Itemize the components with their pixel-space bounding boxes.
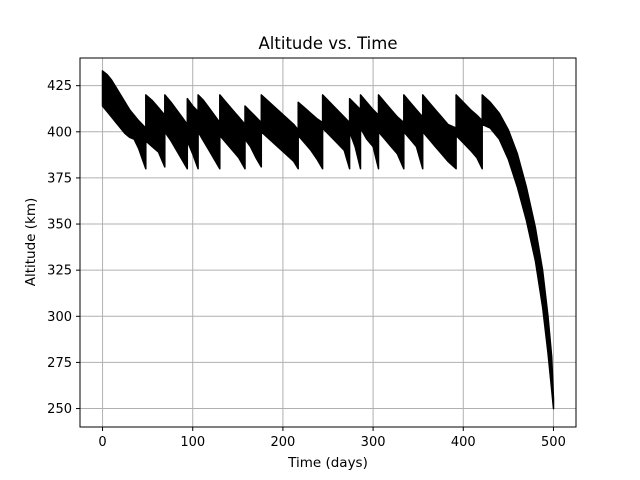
chart-title: Altitude vs. Time <box>259 34 398 53</box>
y-tick-label: 250 <box>47 402 72 417</box>
x-tick-label: 0 <box>98 435 106 450</box>
y-axis-label: Altitude (km) <box>23 198 39 287</box>
y-tick-label: 300 <box>47 310 72 325</box>
y-tick-label: 350 <box>47 218 72 233</box>
y-tick-label: 325 <box>47 264 72 279</box>
x-axis-ticks: 0 100 200 300 400 500 <box>98 427 566 450</box>
y-axis-ticks: 250 275 300 325 350 375 400 425 <box>47 79 80 417</box>
x-tick-label: 400 <box>451 435 476 450</box>
x-axis-label: Time (days) <box>287 455 368 471</box>
x-tick-label: 500 <box>541 435 566 450</box>
x-tick-label: 200 <box>270 435 295 450</box>
x-tick-label: 300 <box>361 435 386 450</box>
series-layer <box>101 70 555 410</box>
y-tick-label: 275 <box>47 356 72 371</box>
plot-frame <box>79 57 577 428</box>
y-tick-label: 400 <box>47 125 72 140</box>
y-tick-label: 375 <box>47 171 72 186</box>
altitude-band <box>101 70 555 410</box>
y-tick-label: 425 <box>47 79 72 94</box>
x-tick-label: 100 <box>180 435 205 450</box>
